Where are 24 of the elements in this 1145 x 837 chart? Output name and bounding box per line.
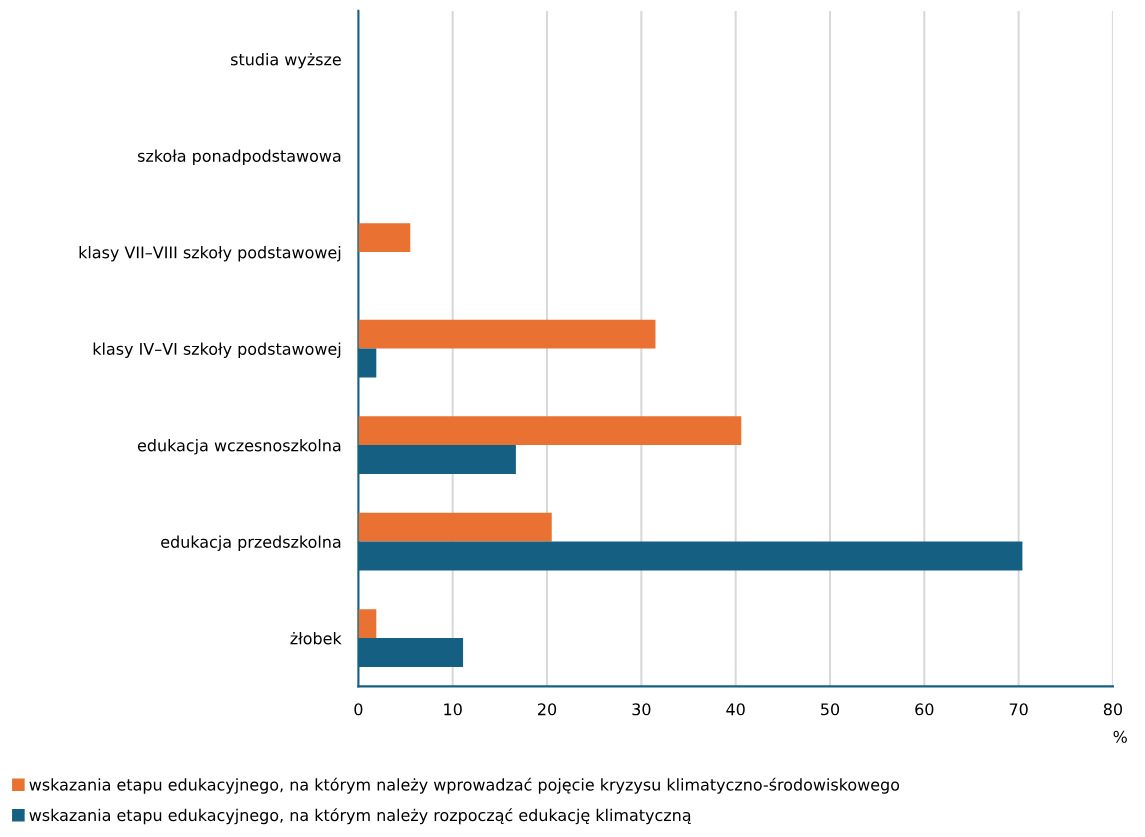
x-tick-label: 40 [726,703,745,716]
bar [358,319,656,349]
x-tick-label: 10 [444,703,462,716]
bar [358,512,552,542]
bar [358,223,411,253]
x-tick-label: 20 [538,703,557,716]
x-axis-title: % [1113,730,1127,743]
legend-label: wskazania etapu edukacyjnego, na którym należy rozpocząć edukację klimatyczną [29,808,691,825]
y-tick-label: klasy IV–VI szkoły podstawowej [93,342,341,358]
bar [358,609,377,639]
bar [358,416,742,446]
y-tick-label: studia wyższe [231,53,341,69]
y-tick-label: klasy VII–VIII szkoły podstawowej [79,246,341,262]
x-tick-label: 50 [821,703,840,716]
y-tick-label: edukacja wczesnoszkolna [137,439,341,455]
y-tick-label: szkoła ponadpodstawowa [137,149,341,166]
y-tick-label: edukacja przedszkolna [161,535,341,551]
legend-label: wskazania etapu edukacyjnego, na którym należy wprowadzać pojęcie kryzysu klimatyczno-środowiskowego [29,777,900,794]
x-tick-label: 60 [915,703,934,716]
x-tick-label: 30 [632,703,651,716]
x-tick-label: 70 [1009,703,1028,716]
y-tick-label: żłobek [290,632,342,645]
x-tick-label: 80 [1103,703,1123,716]
x-tick-label: 0 [354,703,363,716]
